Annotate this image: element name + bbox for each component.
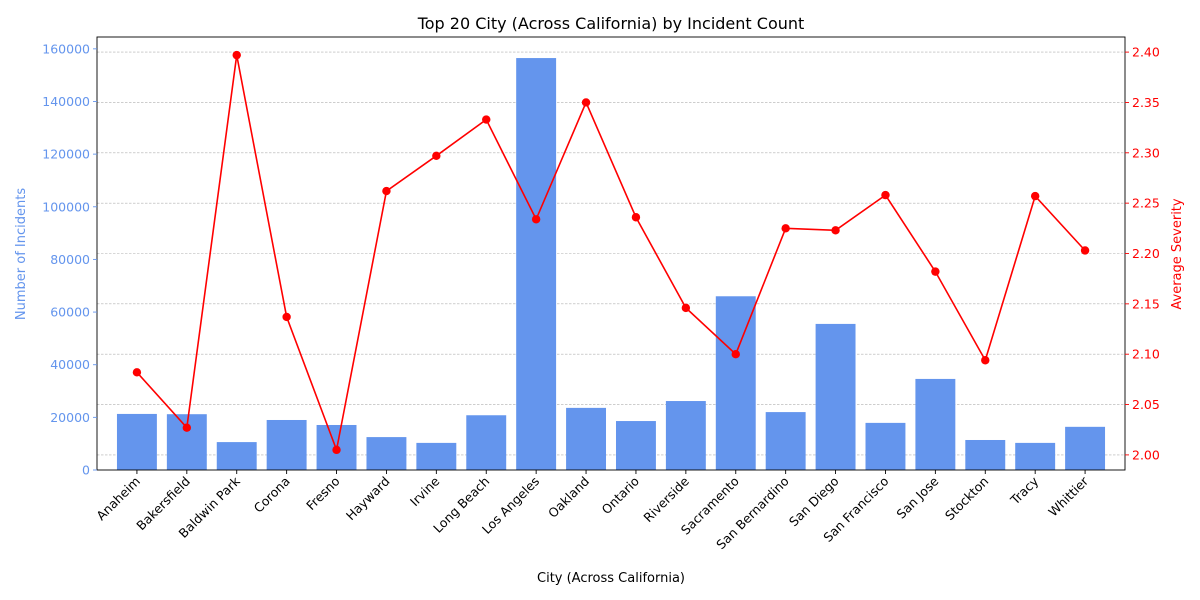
bar (1015, 442, 1056, 470)
bar (915, 378, 956, 470)
y-tick-label: 0 (82, 463, 90, 478)
bar (665, 401, 706, 470)
bar (416, 442, 457, 470)
y2-tick-label: 2.20 (1132, 246, 1160, 261)
severity-point (332, 445, 341, 455)
y2-tick-label: 2.25 (1132, 196, 1160, 211)
bar (615, 421, 656, 470)
bar (216, 442, 257, 470)
severity-point (881, 190, 890, 200)
bar (965, 439, 1006, 470)
y2-tick-label: 2.30 (1132, 145, 1160, 160)
x-tick-label: Whittier (1045, 473, 1091, 519)
y-tick-label: 140000 (42, 94, 90, 109)
y2-tick-label: 2.35 (1132, 95, 1160, 110)
y-tick-label: 120000 (42, 147, 90, 162)
y-tick-label: 20000 (50, 410, 90, 425)
severity-point (1080, 246, 1090, 255)
y2-tick-label: 2.00 (1132, 447, 1160, 462)
severity-point (681, 303, 691, 313)
severity-point (731, 349, 740, 359)
bar (566, 407, 607, 470)
y2-tick-label: 2.40 (1132, 45, 1160, 60)
x-axis-title: City (Across California) (537, 571, 685, 586)
bars (116, 58, 1106, 471)
severity-point (831, 226, 840, 235)
bar (116, 413, 157, 470)
severity-point (531, 215, 541, 224)
y-tick-label: 100000 (42, 199, 90, 214)
y-tick-label: 40000 (50, 357, 90, 372)
severity-point (981, 356, 990, 365)
bar (865, 422, 906, 470)
severity-line-path (136, 54, 1086, 453)
bar (366, 437, 407, 470)
y2-axis-title: Average Severity (1170, 198, 1185, 310)
severity-point (132, 368, 142, 377)
chart-title: Top 20 City (Across California) by Incid… (417, 14, 805, 33)
severity-point (781, 224, 790, 233)
x-tick-label: San Jose (893, 473, 941, 521)
y2-tick-label: 2.15 (1132, 296, 1160, 311)
severity-point (382, 186, 391, 196)
severity-point (282, 312, 291, 322)
severity-point (581, 98, 591, 107)
y2-tick-label: 2.05 (1132, 397, 1160, 412)
bar (266, 419, 307, 470)
bar (466, 415, 507, 470)
x-tick-label: Irvine (407, 473, 443, 509)
bar (1065, 426, 1106, 470)
severity-line (132, 50, 1090, 455)
severity-point (432, 151, 441, 161)
grid (97, 51, 1125, 456)
y-tick-label: 80000 (50, 252, 90, 267)
severity-point (232, 50, 241, 60)
y-tick-label: 60000 (50, 305, 90, 320)
x-tick-label: Ontario (599, 474, 643, 518)
x-tick-label: Anaheim (93, 474, 143, 524)
severity-point (931, 267, 940, 276)
bar (516, 58, 557, 471)
axes: 0 20000 40000 60000 80000 100000 120000 140000 1… (42, 36, 1160, 552)
x-tick-label: Hayward (343, 474, 393, 524)
y2-tick-label: 2.10 (1132, 347, 1160, 362)
x-tick-label: Corona (251, 474, 293, 516)
severity-point (1030, 191, 1040, 201)
severity-point (182, 423, 192, 432)
x-tick-label: Fresno (303, 474, 343, 514)
bar (765, 412, 806, 470)
x-tick-label: Tracy (1007, 473, 1042, 508)
severity-point (482, 115, 491, 124)
bar (715, 296, 756, 470)
x-tick-label: Oakland (545, 474, 592, 521)
y-tick-label: 160000 (42, 41, 90, 56)
x-tick-label: Riverside (640, 473, 692, 525)
bar (815, 323, 856, 470)
y-axis-title: Number of Incidents (14, 188, 29, 320)
x-tick-label: Stockton (942, 474, 992, 524)
severity-point (631, 213, 641, 222)
